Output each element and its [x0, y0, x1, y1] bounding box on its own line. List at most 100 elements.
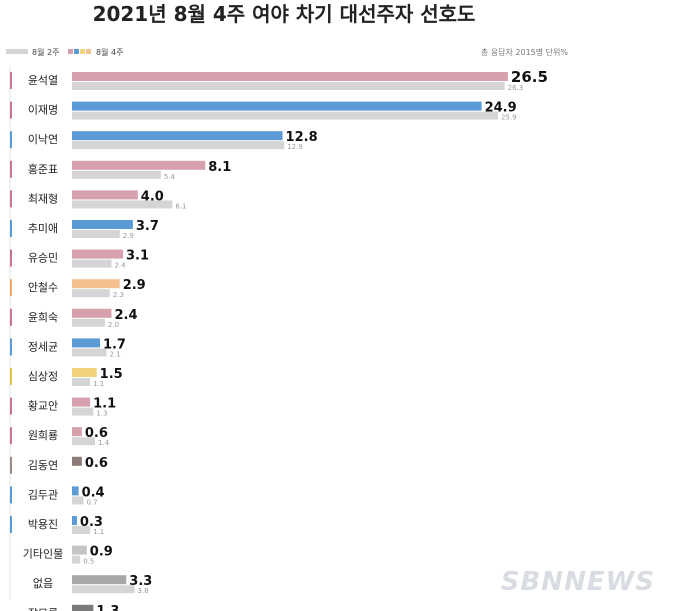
legend-swatch-current-2 [74, 49, 79, 54]
name-marker [10, 368, 12, 385]
candidate-name: 안철수 [28, 281, 58, 294]
watermark: SBNNEWS [501, 567, 655, 597]
value-label-previous: 2.0 [108, 321, 119, 329]
bar-previous [72, 555, 81, 564]
bar-current [72, 575, 127, 585]
candidate-name: 최재형 [28, 192, 58, 205]
value-label-previous: 2.3 [113, 291, 124, 299]
bar-previous [72, 526, 91, 534]
name-marker [10, 427, 12, 445]
value-label-current: 1.1 [93, 397, 116, 412]
bar-previous [72, 289, 110, 298]
value-label-previous: 1.1 [93, 380, 104, 388]
bar-previous [72, 111, 499, 120]
bar-current [72, 516, 77, 525]
name-marker [10, 308, 12, 326]
candidate-name: 없음 [33, 577, 53, 590]
value-label-current: 26.5 [511, 68, 548, 86]
value-label-previous: 26.3 [508, 84, 524, 92]
candidate-name: 추미애 [28, 222, 58, 235]
bar-previous [72, 348, 107, 357]
value-label-previous: 0.7 [87, 498, 98, 506]
name-marker [10, 338, 12, 356]
candidate-name: 윤석열 [28, 74, 58, 87]
value-label-previous: 25.9 [501, 114, 517, 122]
legend-swatch-current-3 [80, 49, 85, 54]
name-marker [10, 456, 12, 474]
legend: 8월 2주 8월 4주 [6, 47, 123, 57]
bar-current [72, 338, 100, 348]
candidate-name: 잘모름 [28, 607, 58, 611]
value-label-previous: 12.9 [287, 143, 303, 151]
legend-swatch-current-4 [86, 49, 91, 54]
bar-current [72, 397, 91, 407]
name-marker [10, 220, 12, 237]
value-label-current: 1.3 [96, 604, 119, 611]
candidate-name: 심상정 [28, 370, 58, 383]
bar-current [72, 368, 97, 377]
candidate-name: 이재명 [28, 104, 58, 117]
value-label-previous: 1.1 [93, 528, 104, 536]
bar-previous [72, 230, 120, 238]
bar-current [72, 190, 138, 200]
value-label-current: 3.7 [136, 219, 159, 234]
bar-previous [72, 407, 94, 416]
candidate-name: 윤희숙 [28, 311, 58, 324]
candidate-name: 박용진 [28, 518, 58, 531]
value-label-current: 0.6 [85, 456, 108, 471]
candidate-name: 유승민 [28, 252, 58, 265]
value-label-previous: 0.5 [83, 558, 94, 566]
bar-previous [72, 437, 96, 446]
value-label-previous: 1.4 [98, 439, 110, 447]
bar-previous [72, 378, 91, 386]
bar-current [72, 131, 283, 141]
legend-label-previous: 8월 2주 [32, 47, 59, 57]
bar-current [72, 427, 82, 437]
value-label-previous: 2.1 [110, 350, 121, 358]
bar-current [72, 279, 120, 289]
bar-previous [72, 141, 285, 150]
value-label-previous: 1.3 [96, 410, 107, 418]
bar-current [72, 486, 79, 496]
chart-title: 2021년 8월 4주 여야 차기 대선주자 선호도 [93, 2, 476, 26]
value-label-current: 3.3 [129, 574, 152, 589]
bar-previous [72, 170, 161, 179]
name-marker [10, 131, 12, 149]
legend-label-current: 8월 4주 [96, 47, 123, 57]
bar-current [72, 249, 123, 259]
bar-current [72, 604, 94, 611]
value-label-previous: 6.1 [175, 202, 186, 210]
name-marker [10, 249, 12, 267]
candidate-name: 김동연 [28, 459, 58, 472]
value-label-current: 3.1 [126, 249, 149, 264]
bar-current [72, 456, 82, 466]
name-marker [10, 279, 12, 297]
value-label-previous: 3.8 [138, 587, 149, 595]
name-marker [10, 72, 12, 89]
value-label-current: 2.4 [114, 308, 137, 323]
value-label-current: 8.1 [208, 160, 231, 175]
name-marker [10, 101, 12, 119]
bar-previous [72, 200, 173, 209]
bar-current [72, 308, 112, 318]
candidate-name: 홍준표 [28, 162, 58, 176]
bar-previous [72, 82, 505, 90]
name-marker [10, 516, 12, 533]
value-label-current: 1.5 [100, 367, 123, 382]
bar-previous [72, 318, 105, 327]
candidate-name: 원희룡 [28, 429, 58, 442]
bar-current [72, 160, 206, 170]
name-marker [10, 160, 12, 178]
value-label-previous: 2.4 [114, 262, 126, 270]
name-marker [10, 190, 12, 208]
value-label-current: 0.4 [82, 485, 105, 500]
name-marker [10, 486, 12, 504]
bar-current [72, 101, 482, 111]
candidate-name: 기타인물 [23, 548, 63, 561]
bar-previous [72, 585, 135, 594]
bar-current [72, 72, 508, 81]
value-label-current: 0.9 [90, 545, 113, 560]
name-marker [10, 397, 12, 415]
